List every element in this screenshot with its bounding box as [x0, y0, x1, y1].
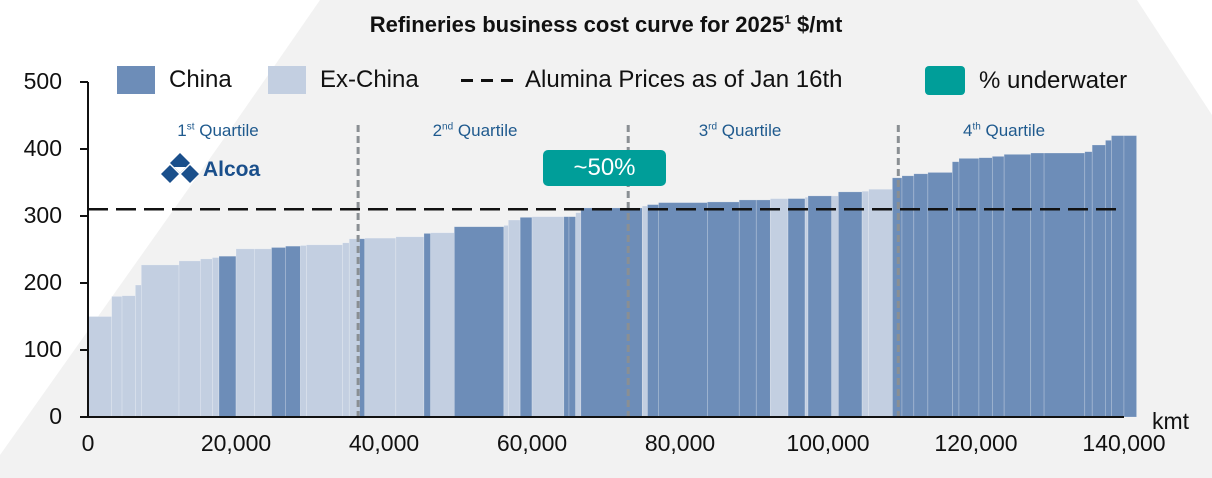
cost-bar	[755, 199, 771, 418]
cost-bar	[804, 196, 809, 418]
y-tick-100: 100	[23, 336, 62, 362]
cost-bar	[453, 226, 505, 418]
cost-bar	[519, 217, 533, 418]
quartile-label-4: 4th Quartile	[962, 121, 1046, 140]
x-tick-0: 0	[81, 430, 95, 456]
cost-bar	[218, 255, 237, 418]
cost-bar	[364, 237, 397, 418]
cost-bar	[531, 216, 565, 418]
alcoa-logo-icon	[161, 153, 199, 183]
cost-bar	[958, 158, 980, 418]
cost-bar	[769, 198, 789, 418]
cost-bar	[200, 258, 213, 418]
ex-china-swatch-icon	[268, 66, 306, 94]
axes	[80, 81, 1124, 418]
cost-bar	[1111, 135, 1125, 418]
cost-bar	[927, 172, 953, 418]
cost-bar	[140, 264, 180, 418]
cost-bar	[861, 190, 869, 418]
cost-bar	[423, 233, 431, 418]
cost-bar	[395, 236, 425, 418]
cost-bar	[647, 204, 659, 418]
cost-bar	[178, 260, 201, 418]
cost-bar	[831, 195, 839, 418]
x-tick-140000: 140,000	[1082, 430, 1166, 456]
cost-bar	[1105, 139, 1112, 418]
y-tick-500: 500	[23, 68, 62, 94]
cost-bar	[305, 244, 343, 418]
cost-bar	[111, 296, 123, 418]
cost-bar	[991, 156, 1005, 418]
chart-title: Refineries business cost curve for 20251…	[369, 12, 843, 37]
cost-bar	[342, 242, 350, 418]
cost-bar	[838, 191, 863, 418]
cost-bar	[563, 216, 570, 418]
cost-bar	[575, 212, 582, 418]
cost-bar	[1043, 152, 1086, 418]
bars-group	[87, 135, 1137, 418]
legend-item-alumina-price: Alumina Prices as of Jan 16th	[461, 66, 843, 94]
cost-bar	[212, 257, 220, 418]
cost-bar	[787, 198, 806, 418]
cost-bar	[87, 316, 112, 418]
cost-bar	[430, 232, 455, 418]
quartile-label-1: 1st Quartile	[177, 121, 259, 140]
x-tick-40000: 40,000	[348, 430, 420, 456]
x-tick-100000: 100,000	[786, 430, 870, 456]
cost-bar	[641, 205, 648, 418]
cost-bar	[901, 175, 915, 418]
y-tick-200: 200	[23, 269, 62, 295]
y-tick-400: 400	[23, 135, 62, 161]
cost-bar	[580, 207, 643, 418]
cost-bar	[658, 202, 708, 418]
cost-bar	[1030, 152, 1045, 418]
legend-item-ex-china: Ex-China	[268, 66, 419, 94]
underwater-swatch-icon	[925, 66, 965, 95]
cost-bar	[1003, 154, 1032, 418]
cost-bar	[568, 216, 576, 418]
legend-item-underwater: % underwater	[925, 66, 1127, 95]
cost-bar	[359, 238, 366, 418]
cost-bar	[707, 201, 740, 418]
alcoa-logo: Alcoa	[161, 153, 260, 187]
x-tick-60000: 60,000	[496, 430, 568, 456]
underwater-badge: ~50%	[543, 150, 666, 186]
cost-bar	[285, 245, 301, 418]
cost-bar	[1091, 144, 1106, 418]
cost-bar	[1123, 135, 1137, 418]
y-tick-0: 0	[49, 403, 62, 429]
cost-bar	[235, 248, 255, 418]
cost-bar	[807, 195, 833, 418]
x-axis-unit: kmt	[1152, 408, 1190, 434]
x-tick-20000: 20,000	[200, 430, 272, 456]
x-tick-120000: 120,000	[934, 430, 1018, 456]
cost-bar	[1084, 151, 1093, 418]
cost-bar	[952, 161, 960, 418]
quartile-label-3: 3rd Quartile	[698, 121, 782, 140]
dashed-line-icon	[461, 78, 513, 82]
cost-bar	[738, 199, 757, 418]
y-tick-300: 300	[23, 202, 62, 228]
cost-bar	[300, 245, 307, 418]
x-tick-80000: 80,000	[644, 430, 716, 456]
legend-item-china: China	[117, 66, 232, 94]
cost-bar	[254, 248, 272, 418]
quartile-label-2: 2nd Quartile	[432, 121, 518, 140]
cost-bar	[508, 219, 521, 418]
cost-bar	[271, 247, 286, 418]
china-swatch-icon	[117, 66, 155, 94]
cost-bar	[978, 157, 993, 418]
cost-bar	[503, 225, 509, 418]
cost-bar	[135, 284, 142, 418]
cost-bar	[121, 295, 136, 418]
cost-bar	[868, 188, 893, 418]
